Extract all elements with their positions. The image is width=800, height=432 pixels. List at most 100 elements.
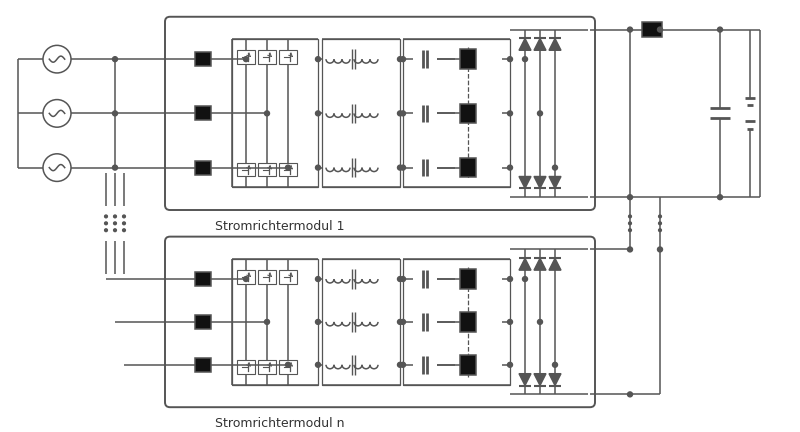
Circle shape [401,362,406,367]
Circle shape [522,57,527,62]
Circle shape [718,195,722,200]
Polygon shape [534,374,546,385]
Bar [460,269,476,289]
Bar [195,315,211,329]
Bar [237,360,255,374]
Circle shape [401,319,406,324]
Circle shape [265,319,270,324]
Circle shape [507,111,513,116]
Circle shape [538,111,542,116]
Polygon shape [519,258,531,270]
Bar [237,163,255,177]
Circle shape [401,276,406,282]
Circle shape [401,165,406,170]
Circle shape [122,229,126,232]
Circle shape [627,27,633,32]
Polygon shape [534,38,546,50]
Bar [279,50,297,64]
Circle shape [105,215,107,218]
Circle shape [538,319,542,324]
Circle shape [553,362,558,367]
Circle shape [398,276,402,282]
Text: Stromrichtermodul 1: Stromrichtermodul 1 [215,220,345,233]
Circle shape [243,57,249,62]
Circle shape [398,362,402,367]
Bar [279,360,297,374]
Polygon shape [549,38,561,50]
Circle shape [398,319,402,324]
Circle shape [286,362,290,367]
Circle shape [658,247,662,252]
Bar [195,161,211,175]
Circle shape [658,27,662,32]
Bar [322,259,400,384]
Polygon shape [534,177,546,188]
Circle shape [113,111,118,116]
Circle shape [398,165,402,170]
Circle shape [122,215,126,218]
Circle shape [629,229,631,232]
Bar [258,163,276,177]
Circle shape [398,111,402,116]
Bar [232,39,318,187]
Polygon shape [549,374,561,385]
Circle shape [507,165,513,170]
Polygon shape [519,374,531,385]
Bar [195,52,211,66]
Bar [460,104,476,123]
Circle shape [398,57,402,62]
Bar [237,50,255,64]
Polygon shape [534,258,546,270]
Bar [322,39,400,187]
Bar [642,22,662,38]
Bar [460,312,476,332]
Bar [279,270,297,284]
Bar [258,270,276,284]
Bar [258,50,276,64]
Circle shape [315,57,321,62]
Circle shape [658,222,662,225]
Bar [232,259,318,384]
Circle shape [114,215,117,218]
Circle shape [315,319,321,324]
Polygon shape [519,38,531,50]
Bar [403,39,510,187]
Circle shape [507,362,513,367]
Circle shape [315,276,321,282]
Bar [460,158,476,178]
Circle shape [315,111,321,116]
Circle shape [315,362,321,367]
Bar [195,358,211,372]
Circle shape [507,57,513,62]
Bar [403,259,510,384]
Circle shape [114,222,117,225]
Circle shape [114,229,117,232]
Polygon shape [519,177,531,188]
Circle shape [627,247,633,252]
Bar [460,355,476,375]
Circle shape [658,229,662,232]
Circle shape [243,276,249,282]
Bar [460,49,476,69]
Circle shape [286,165,290,170]
Polygon shape [549,177,561,188]
Circle shape [105,229,107,232]
Circle shape [629,215,631,218]
Text: Stromrichtermodul n: Stromrichtermodul n [215,417,345,430]
Circle shape [265,111,270,116]
Bar [195,272,211,286]
Circle shape [401,57,406,62]
Bar [279,163,297,177]
Circle shape [113,57,118,62]
Polygon shape [549,258,561,270]
Circle shape [627,195,633,200]
Circle shape [122,222,126,225]
Circle shape [105,222,107,225]
Circle shape [401,111,406,116]
Circle shape [315,165,321,170]
Circle shape [718,27,722,32]
Bar [237,270,255,284]
Circle shape [658,215,662,218]
Circle shape [627,392,633,397]
Circle shape [507,276,513,282]
